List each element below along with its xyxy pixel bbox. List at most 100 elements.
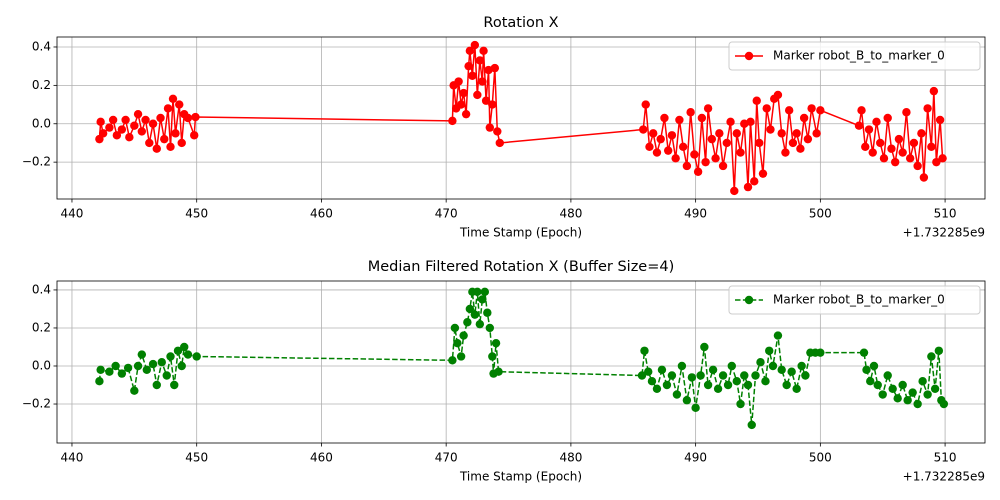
data-point bbox=[468, 71, 477, 80]
data-point bbox=[480, 287, 490, 297]
data-point bbox=[707, 134, 717, 144]
data-point bbox=[177, 361, 186, 371]
data-point bbox=[929, 86, 939, 96]
data-point bbox=[784, 106, 794, 115]
data-point bbox=[792, 129, 801, 138]
data-point bbox=[672, 390, 682, 399]
data-point bbox=[938, 154, 947, 163]
data-point bbox=[750, 177, 759, 186]
y-tick-label: 0.4 bbox=[32, 39, 51, 53]
data-point bbox=[888, 384, 897, 394]
data-point bbox=[682, 396, 692, 405]
x-tick-label: 500 bbox=[809, 451, 832, 465]
data-point bbox=[782, 380, 791, 390]
data-point bbox=[454, 77, 463, 86]
data-point bbox=[715, 129, 724, 138]
data-point bbox=[919, 173, 929, 182]
data-point bbox=[183, 350, 193, 359]
y-tick-label: 0.4 bbox=[32, 282, 51, 296]
data-point bbox=[175, 100, 184, 109]
data-point bbox=[450, 323, 460, 333]
data-point bbox=[756, 357, 765, 367]
x-tick-label: 470 bbox=[435, 207, 458, 221]
x-axis-label: Time Stamp (Epoch) bbox=[459, 226, 582, 240]
data-point bbox=[700, 342, 709, 352]
data-point bbox=[456, 352, 466, 361]
data-point bbox=[108, 115, 118, 125]
data-point bbox=[701, 157, 710, 167]
y-tick-label: 0.0 bbox=[32, 116, 51, 130]
data-point bbox=[662, 380, 672, 390]
data-point bbox=[740, 371, 749, 380]
data-point bbox=[660, 113, 669, 123]
data-point bbox=[667, 371, 677, 380]
data-point bbox=[112, 131, 122, 140]
data-point bbox=[777, 129, 786, 138]
data-point bbox=[162, 371, 171, 380]
data-point bbox=[876, 138, 885, 148]
data-point bbox=[762, 104, 771, 113]
data-point bbox=[133, 109, 143, 119]
data-point bbox=[98, 129, 108, 138]
data-point bbox=[736, 148, 745, 157]
data-point bbox=[797, 361, 806, 371]
data-point bbox=[807, 104, 816, 113]
data-point bbox=[470, 310, 480, 319]
data-point bbox=[173, 346, 183, 355]
data-point bbox=[816, 348, 825, 357]
data-point bbox=[913, 399, 922, 409]
data-point bbox=[777, 365, 786, 374]
data-point bbox=[117, 369, 127, 378]
data-point bbox=[854, 121, 864, 130]
data-point bbox=[773, 90, 783, 100]
data-point bbox=[761, 377, 770, 386]
data-point bbox=[932, 157, 941, 167]
data-point bbox=[137, 127, 147, 136]
data-point bbox=[95, 377, 104, 386]
data-point bbox=[656, 134, 665, 144]
data-point bbox=[878, 390, 887, 399]
legend-marker bbox=[744, 295, 754, 305]
data-point bbox=[902, 108, 911, 117]
data-point bbox=[166, 142, 175, 151]
data-point bbox=[873, 380, 882, 390]
data-point bbox=[917, 129, 926, 138]
data-point bbox=[736, 399, 745, 409]
data-point bbox=[493, 127, 502, 136]
data-point bbox=[743, 182, 753, 192]
data-point bbox=[930, 384, 940, 394]
data-point bbox=[868, 148, 877, 157]
data-point bbox=[465, 46, 475, 56]
x-tick-label: 490 bbox=[684, 451, 707, 465]
data-point bbox=[703, 104, 713, 113]
data-point bbox=[905, 154, 915, 163]
data-point bbox=[927, 142, 936, 151]
data-point bbox=[675, 115, 684, 125]
data-point bbox=[168, 94, 178, 104]
data-point bbox=[708, 365, 718, 374]
data-point bbox=[788, 138, 798, 148]
x-tick-label: 500 bbox=[809, 207, 832, 221]
data-point bbox=[703, 380, 713, 390]
data-point bbox=[803, 134, 813, 144]
data-point bbox=[641, 100, 650, 109]
data-point bbox=[898, 380, 907, 390]
data-point bbox=[111, 361, 120, 371]
x-offset-label: +1.732285e9 bbox=[903, 226, 985, 240]
data-point bbox=[453, 338, 462, 348]
data-point bbox=[801, 371, 810, 380]
data-point bbox=[171, 129, 180, 138]
data-point bbox=[121, 115, 130, 125]
axes-frame bbox=[56, 36, 986, 200]
x-tick-label: 480 bbox=[559, 207, 582, 221]
data-point bbox=[105, 367, 114, 376]
data-point bbox=[142, 365, 152, 374]
data-point bbox=[923, 104, 932, 113]
data-point bbox=[691, 403, 700, 413]
data-point bbox=[890, 157, 900, 167]
data-point bbox=[448, 356, 457, 365]
data-point bbox=[96, 365, 105, 374]
data-point bbox=[160, 134, 169, 144]
data-point bbox=[117, 125, 127, 134]
